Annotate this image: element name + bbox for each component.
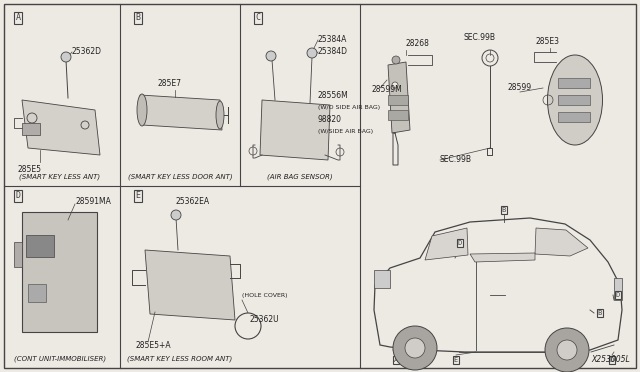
Bar xyxy=(22,123,40,135)
Circle shape xyxy=(392,56,400,64)
Text: C: C xyxy=(255,13,260,22)
Text: 25362U: 25362U xyxy=(250,315,280,324)
Text: 285E7: 285E7 xyxy=(158,80,182,89)
Text: (SMART KEY LESS ROOM ANT): (SMART KEY LESS ROOM ANT) xyxy=(127,356,232,362)
Polygon shape xyxy=(470,253,535,262)
Text: 285E5+A: 285E5+A xyxy=(135,340,171,350)
Ellipse shape xyxy=(137,94,147,126)
Text: 25362D: 25362D xyxy=(72,48,102,57)
Text: A: A xyxy=(15,13,20,22)
Text: 25362EA: 25362EA xyxy=(175,198,209,206)
Text: 285E3: 285E3 xyxy=(535,38,559,46)
Text: (W/O SIDE AIR BAG): (W/O SIDE AIR BAG) xyxy=(318,106,380,110)
Circle shape xyxy=(266,51,276,61)
Polygon shape xyxy=(388,62,410,133)
Bar xyxy=(22,212,97,332)
Text: D: D xyxy=(15,192,20,201)
Polygon shape xyxy=(535,228,588,256)
Polygon shape xyxy=(145,250,235,320)
Ellipse shape xyxy=(547,55,602,145)
Bar xyxy=(388,110,408,120)
Text: (W/SIDE AIR BAG): (W/SIDE AIR BAG) xyxy=(318,129,373,135)
Text: D: D xyxy=(616,292,620,298)
Bar xyxy=(388,95,408,105)
Circle shape xyxy=(307,48,317,58)
Text: 28268: 28268 xyxy=(406,39,430,48)
Circle shape xyxy=(171,210,181,220)
Polygon shape xyxy=(425,228,468,260)
Bar xyxy=(614,278,622,300)
Circle shape xyxy=(392,82,398,88)
Polygon shape xyxy=(140,95,222,130)
Circle shape xyxy=(545,328,589,372)
Text: E: E xyxy=(136,192,141,201)
Text: 25384A: 25384A xyxy=(318,35,348,45)
Text: 285E5: 285E5 xyxy=(18,165,42,174)
Circle shape xyxy=(557,340,577,360)
Circle shape xyxy=(235,313,261,339)
Text: 28599: 28599 xyxy=(508,83,532,93)
Text: 28591MA: 28591MA xyxy=(75,198,111,206)
Bar xyxy=(374,270,390,288)
Text: B: B xyxy=(598,310,602,316)
Text: D: D xyxy=(458,240,462,246)
Text: B: B xyxy=(502,207,506,213)
Text: C: C xyxy=(416,357,420,363)
Text: 98820: 98820 xyxy=(318,115,342,125)
Text: 25384D: 25384D xyxy=(318,48,348,57)
Bar xyxy=(26,235,54,257)
Text: X253005L: X253005L xyxy=(591,355,630,364)
Text: SEC.99B: SEC.99B xyxy=(464,33,496,42)
Ellipse shape xyxy=(216,101,224,129)
Circle shape xyxy=(61,52,71,62)
Circle shape xyxy=(393,326,437,370)
Polygon shape xyxy=(22,100,100,155)
Bar xyxy=(28,284,46,302)
Text: SEC.99B: SEC.99B xyxy=(440,155,472,164)
Bar xyxy=(558,78,590,88)
Text: (CONT UNIT-IMMOBILISER): (CONT UNIT-IMMOBILISER) xyxy=(14,356,106,362)
Text: (SMART KEY LESS ANT): (SMART KEY LESS ANT) xyxy=(19,173,100,180)
Text: B: B xyxy=(136,13,141,22)
Text: (AIR BAG SENSOR): (AIR BAG SENSOR) xyxy=(267,173,333,180)
Bar xyxy=(558,112,590,122)
Text: 28556M: 28556M xyxy=(318,90,349,99)
Text: (SMART KEY LESS DOOR ANT): (SMART KEY LESS DOOR ANT) xyxy=(128,173,232,180)
Bar xyxy=(14,242,22,267)
Text: A: A xyxy=(394,357,398,363)
Text: 28599M: 28599M xyxy=(372,86,403,94)
Circle shape xyxy=(405,338,425,358)
Text: (HOLE COVER): (HOLE COVER) xyxy=(242,292,287,298)
Text: D: D xyxy=(610,357,614,363)
Text: E: E xyxy=(454,357,458,363)
Bar xyxy=(558,95,590,105)
Polygon shape xyxy=(374,218,622,352)
Polygon shape xyxy=(260,100,330,160)
